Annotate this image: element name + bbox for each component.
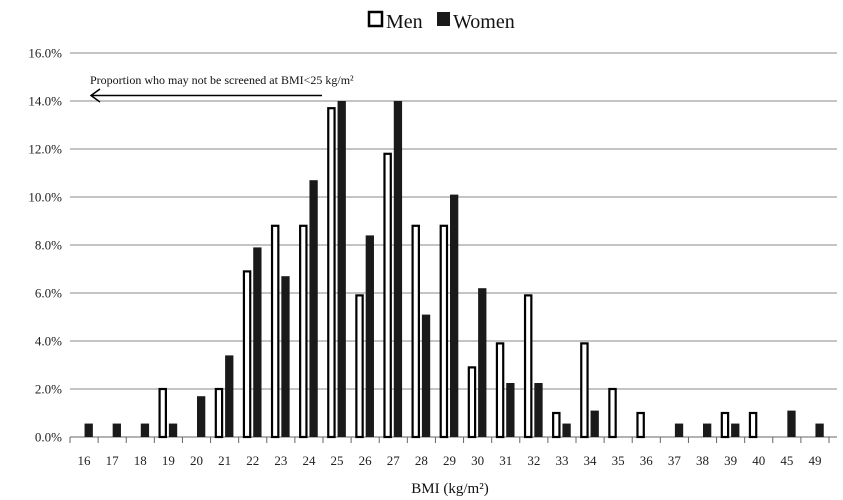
x-tick-label: 31 <box>499 453 512 468</box>
y-tick-label: 16.0% <box>28 46 62 61</box>
y-tick-label: 6.0% <box>35 286 62 301</box>
y-tick-label: 14.0% <box>28 94 62 109</box>
bar-women-39 <box>731 423 740 437</box>
y-axis-ticks: 0.0% 2.0% 4.0% 6.0% 8.0% 10.0% 12.0% 14.0% 16.0% <box>28 46 62 445</box>
bar-women-37 <box>674 423 684 437</box>
bar-men-23 <box>270 224 280 439</box>
bar-women-20 <box>197 396 206 437</box>
bar-women-26 <box>365 235 374 437</box>
bar-men-22 <box>242 270 252 439</box>
x-tick-label: 33 <box>555 453 568 468</box>
bar-women-33 <box>562 423 571 437</box>
x-tick-label: 25 <box>331 453 344 468</box>
bars <box>84 101 824 439</box>
bar-women-30 <box>478 288 487 437</box>
bar-men-30 <box>467 366 477 439</box>
bar-women-27 <box>393 101 403 437</box>
x-tick-label: 24 <box>302 453 316 468</box>
bar-men-39 <box>720 411 730 439</box>
legend-men-label: Men <box>386 11 423 33</box>
bar-women-45 <box>787 410 796 437</box>
x-tick-label: 17 <box>106 453 120 468</box>
bar-men-26 <box>355 294 364 439</box>
bar-men-36 <box>636 411 645 439</box>
legend: Men Women <box>367 10 515 33</box>
x-tick-label: 40 <box>752 453 765 468</box>
annotation-text: Proportion who may not be screened at BM… <box>90 73 354 87</box>
bar-men-29 <box>439 224 449 439</box>
annotation: Proportion who may not be screened at BM… <box>89 73 354 103</box>
x-tick-label: 45 <box>780 453 793 468</box>
x-tick-label: 35 <box>612 453 625 468</box>
bar-women-34 <box>590 410 599 437</box>
bar-men-31 <box>495 342 505 439</box>
bar-women-29 <box>450 194 459 437</box>
x-tick-label: 39 <box>724 453 737 468</box>
bar-women-21 <box>225 355 234 437</box>
bar-women-31 <box>506 383 515 437</box>
x-tick-label: 23 <box>274 453 287 468</box>
bar-women-25 <box>337 101 346 437</box>
x-tick-label: 36 <box>640 453 654 468</box>
bar-men-28 <box>411 224 420 439</box>
x-tick-label: 19 <box>162 453 175 468</box>
bar-men-19 <box>158 387 167 439</box>
bar-women-24 <box>309 180 318 437</box>
legend-women-label: Women <box>453 11 515 33</box>
y-tick-label: 8.0% <box>35 238 62 253</box>
bar-men-35 <box>608 387 617 439</box>
x-tick-label: 20 <box>190 453 203 468</box>
annotation-arrowhead <box>89 88 101 103</box>
bar-men-32 <box>523 294 533 439</box>
bar-women-28 <box>421 314 431 437</box>
bar-women-17 <box>112 423 121 437</box>
bar-women-38 <box>703 423 712 437</box>
bar-men-33 <box>552 411 561 439</box>
x-tick-label: 32 <box>527 453 540 468</box>
bar-women-19 <box>168 423 178 437</box>
x-tick-label: 27 <box>387 453 401 468</box>
x-tick-label: 26 <box>359 453 373 468</box>
x-tick-label: 22 <box>246 453 259 468</box>
bar-men-40 <box>748 411 758 439</box>
y-tick-label: 10.0% <box>28 190 62 205</box>
x-tick-label: 28 <box>415 453 428 468</box>
legend-men-swatch <box>367 10 384 28</box>
x-axis-ticks: 16 17 18 19 20 21 22 23 24 25 26 27 28 29 30 31 32 33 34 35… <box>69 437 830 468</box>
bar-women-32 <box>534 383 543 437</box>
x-tick-label: 21 <box>218 453 231 468</box>
bar-men-34 <box>580 342 589 439</box>
bar-men-21 <box>214 387 224 439</box>
y-tick-label: 2.0% <box>35 382 62 397</box>
y-tick-label: 4.0% <box>35 334 62 349</box>
y-tick-label: 12.0% <box>28 142 62 157</box>
bar-women-22 <box>253 247 262 437</box>
x-tick-label: 34 <box>584 453 598 468</box>
bar-men-25 <box>327 107 336 439</box>
bar-women-49 <box>815 423 824 437</box>
x-tick-label: 30 <box>471 453 484 468</box>
bar-women-18 <box>140 423 150 437</box>
bar-women-16 <box>84 423 93 437</box>
bar-women-23 <box>281 276 290 437</box>
x-tick-label: 18 <box>134 453 147 468</box>
x-tick-label: 16 <box>78 453 92 468</box>
x-tick-label: 37 <box>668 453 682 468</box>
x-tick-label: 38 <box>696 453 709 468</box>
y-tick-label: 0.0% <box>35 430 62 445</box>
x-tick-label: 49 <box>808 453 821 468</box>
bar-men-27 <box>383 152 392 439</box>
x-axis-title: BMI (kg/m²) <box>411 481 488 497</box>
x-tick-label: 29 <box>443 453 456 468</box>
bar-men-24 <box>299 224 308 439</box>
legend-women-swatch <box>437 12 450 26</box>
